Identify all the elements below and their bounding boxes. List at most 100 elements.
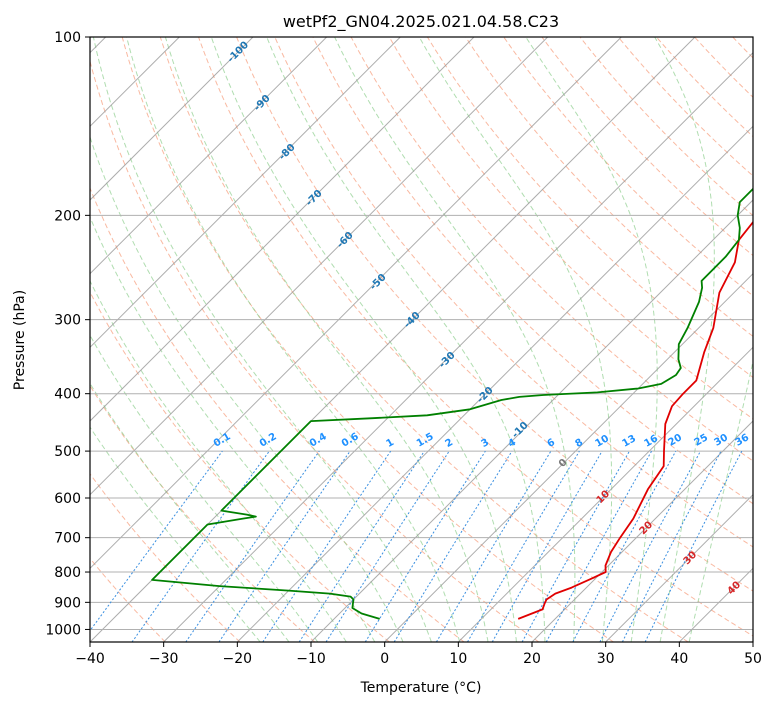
dry-adiabat-line [503,37,753,297]
isotherm-line [236,125,753,642]
chart-title: wetPf2_GN04.2025.021.04.58.C23 [283,12,559,32]
temperature-profile-line [517,220,753,620]
dry-adiabat-line [90,291,390,642]
x-tick-label: 40 [670,651,688,667]
moist-adiabat-line [126,37,461,642]
x-tick-label: −20 [223,651,253,667]
isotherm-line [90,37,475,422]
y-tick-label: 100 [54,30,81,46]
mixing-ratio-line [298,450,425,642]
mixing-ratio-label: 1 [384,437,396,450]
mixing-ratio-label: 36 [733,432,751,449]
dry-adiabat-line [90,472,241,642]
y-tick-label: 700 [54,531,81,547]
dry-adiabat-label: -90 [252,93,273,114]
moist-adiabat-label: 40 [726,580,744,598]
mixing-ratio-label: 25 [692,432,710,449]
dry-adiabat-line [90,557,166,642]
moist-adiabat-line [90,215,376,642]
mixing-ratio-label: 10 [593,433,611,450]
dry-adiabat-line [274,37,753,548]
y-tick-label: 200 [54,208,81,224]
moist-adiabat-line [90,135,404,642]
mixing-ratio-line [572,450,677,642]
mixing-ratio-label: 0.6 [340,431,361,449]
y-tick-label: 800 [54,565,81,581]
dry-adiabat-label: -30 [437,350,458,371]
x-tick-label: 20 [523,651,541,667]
dry-adiabat-line [121,37,614,642]
isotherm-line [163,51,753,642]
axis-ticks: −40 −30 −20 −10 0 10 20 30 40 5010020030040050060… [45,30,762,667]
dry-adiabat-line [656,37,753,138]
dry-adiabat-label: -10 [510,420,531,441]
x-tick-label: −30 [149,651,179,667]
moist-adiabat-line [418,37,613,642]
x-tick-label: 50 [744,651,762,667]
mixing-ratio-line [262,450,392,642]
dry-adiabat-line [90,384,316,642]
mixing-ratio-label: 2 [443,437,455,450]
y-tick-label: 1000 [45,622,81,638]
x-tick-label: −10 [296,651,326,667]
dry-adiabat-label: -50 [368,272,389,293]
isotherm-line [531,420,753,642]
plot-frame [89,36,754,643]
x-tick-label: 30 [597,651,615,667]
y-axis-label: Pressure (hPa) [12,290,28,390]
dry-adiabat-label: -70 [304,188,325,209]
dry-adiabat-label: -80 [277,142,298,163]
mixing-ratio-line [521,450,630,642]
moist-adiabat-line [92,37,432,642]
mixing-ratio-label: 4 [506,437,518,450]
mixing-ratio-line [644,450,743,642]
mixing-ratio-line [90,450,223,632]
isotherm-line [90,37,254,201]
background-lines [90,37,753,642]
isotherm-line [90,37,401,349]
dry-adiabat-line [90,59,540,642]
dry-adiabat-line [90,186,465,642]
isotherm-line [310,199,753,642]
mixing-ratio-line [218,450,351,642]
moist-adiabat-line [90,382,290,642]
y-tick-label: 400 [54,387,81,403]
moist-adiabat-line [654,37,715,642]
isotherm-line [752,641,753,642]
sounding-series [151,187,753,620]
mixing-ratio-label: 0.4 [308,431,329,449]
moist-adiabat-line [164,37,489,642]
isotherm-line [90,37,549,496]
dry-adiabat-line [236,37,753,592]
mixing-ratio-line [185,450,320,642]
dry-adiabat-line [465,37,753,338]
mixing-ratio-line [393,450,513,642]
x-axis-label: Temperature (°C) [360,680,482,696]
x-tick-label: 0 [380,651,389,667]
mixing-ratio-label: 0.2 [258,431,279,449]
mixing-ratio-label: 16 [642,433,660,450]
x-tick-label: 10 [449,651,467,667]
y-tick-label: 900 [54,595,81,611]
y-tick-label: 300 [54,313,81,329]
mixing-ratio-label: 20 [666,432,684,449]
y-tick-label: 500 [54,444,81,460]
mixing-ratio-label: 13 [620,433,638,450]
moist-adiabat-line [688,358,753,642]
isotherm-line [678,567,753,642]
dry-adiabat-line [159,37,689,642]
moist-adiabat-line [90,426,261,642]
isotherm-line [605,493,753,642]
mixing-ratio-label: 6 [545,437,557,450]
mixing-ratio-line [491,450,603,642]
mixing-ratio-line [325,450,450,642]
dry-adiabat-line [388,37,753,420]
dry-adiabat-line [198,37,753,637]
moist-adiabat-line [334,37,576,642]
dry-adiabat-line [426,37,753,379]
isotherm-line [90,37,328,275]
moist-adiabat-line [266,37,546,642]
mixing-ratio-label: 8 [573,437,585,450]
mixing-ratio-label: 0.1 [212,431,233,449]
